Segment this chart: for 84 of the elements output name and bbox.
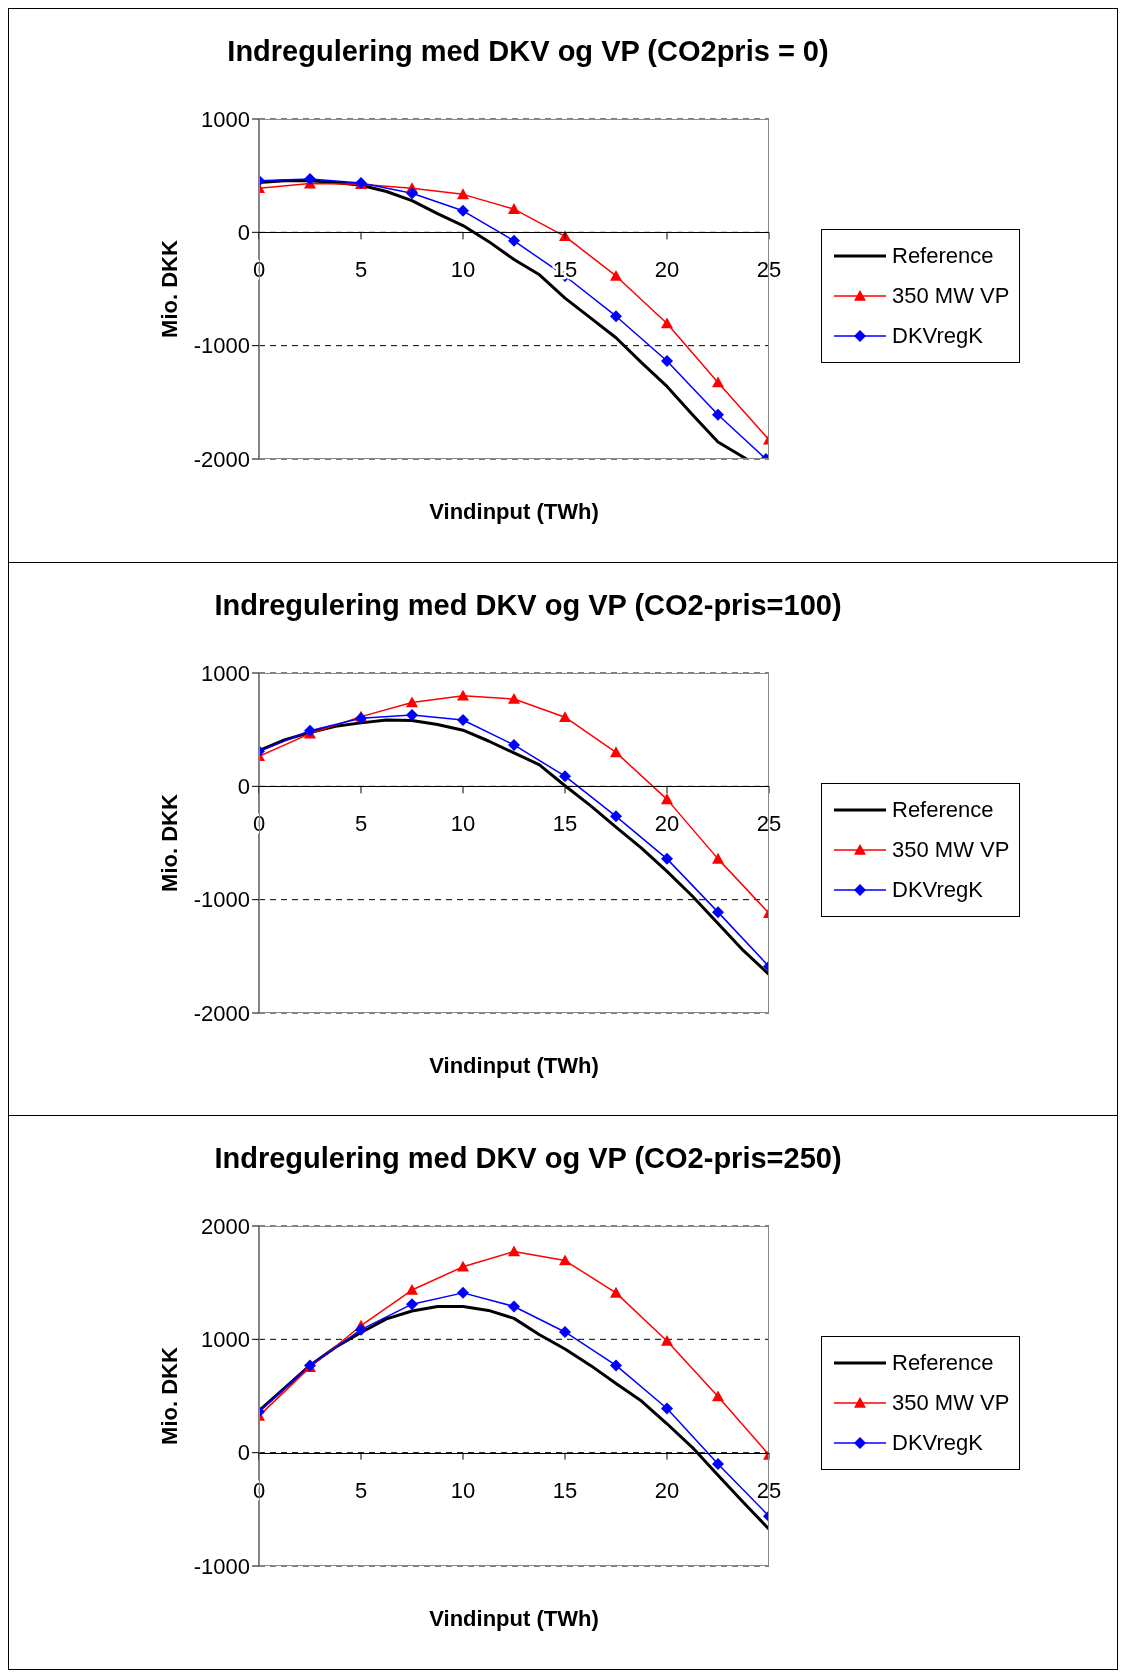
point	[661, 852, 673, 865]
point	[457, 188, 469, 200]
point	[559, 710, 571, 722]
point	[661, 317, 673, 329]
point	[610, 1286, 622, 1298]
point	[712, 376, 724, 388]
point	[559, 1254, 571, 1266]
point	[661, 792, 673, 804]
point	[610, 269, 622, 281]
legend-label: 350 MW VP	[892, 1389, 1010, 1417]
point	[508, 692, 520, 704]
point	[355, 1323, 367, 1336]
point	[712, 852, 724, 864]
y-tick-label: 1000	[201, 660, 250, 686]
point	[610, 310, 622, 323]
x-tick-label: 5	[354, 1477, 368, 1503]
x-tick-label: 15	[552, 1477, 578, 1503]
y-tick-label: 0	[237, 220, 250, 246]
y-tick-label: 0	[237, 773, 250, 799]
legend-label: Reference	[892, 1349, 994, 1377]
x-tick-label: 20	[654, 1477, 680, 1503]
x-axis-title: Vindinput (TWh)	[429, 1052, 599, 1078]
y-tick-label: 1000	[201, 1327, 250, 1353]
y-axis-title: Mio. DKK	[156, 1347, 182, 1445]
x-axis-title: Vindinput (TWh)	[429, 499, 599, 524]
point	[610, 1359, 622, 1372]
x-tick-label: 20	[654, 810, 680, 836]
x-tick-label: 10	[450, 257, 476, 283]
point	[508, 203, 520, 214]
point	[457, 204, 469, 217]
chart-title: Indregulering med DKV og VP (CO2-pris=100)	[213, 587, 843, 622]
point	[406, 1298, 418, 1311]
point	[712, 905, 724, 918]
y-tick-label: -1000	[193, 333, 250, 359]
y-tick-label: 2000	[201, 1213, 250, 1239]
point	[457, 1260, 469, 1272]
chart-title: Indregulering med DKV og VP (CO2pris = 0)	[226, 34, 830, 68]
x-tick-label: 5	[354, 257, 368, 283]
y-tick-label: -2000	[193, 1000, 250, 1026]
legend-label: DKVregK	[892, 322, 983, 350]
point	[406, 187, 418, 200]
point	[661, 354, 673, 367]
x-tick-label: 20	[654, 257, 680, 283]
legend-label: Reference	[892, 242, 994, 270]
point	[457, 1286, 469, 1299]
point	[610, 745, 622, 757]
y-tick-label: 0	[237, 1440, 250, 1466]
point	[712, 1458, 724, 1470]
y-axis-title: Mio. DKK	[156, 793, 182, 892]
legend-label: Reference	[892, 795, 994, 824]
point	[304, 173, 316, 186]
x-tick-label: 10	[450, 1477, 476, 1503]
legend-label: DKVregK	[892, 875, 983, 904]
legend-label: DKVregK	[892, 1429, 983, 1457]
point	[457, 713, 469, 726]
legend-label: 350 MW VP	[892, 282, 1010, 310]
y-tick-label: -1000	[193, 1553, 250, 1579]
y-tick-label: 1000	[201, 106, 250, 132]
point	[406, 1284, 418, 1295]
x-tick-label: 25	[756, 1477, 782, 1503]
point	[610, 809, 622, 822]
x-axis-title: Vindinput (TWh)	[429, 1606, 599, 1631]
point	[661, 1402, 673, 1415]
point	[661, 1335, 673, 1346]
x-tick-label: 10	[450, 810, 476, 836]
point	[508, 234, 520, 247]
y-tick-label: -1000	[193, 886, 250, 912]
point	[406, 708, 418, 721]
x-tick-label: 25	[756, 810, 782, 836]
point	[406, 695, 418, 707]
point	[508, 1245, 520, 1257]
point	[712, 1390, 724, 1402]
y-tick-label: -2000	[193, 446, 250, 472]
point	[559, 1325, 571, 1338]
x-tick-label: 15	[552, 810, 578, 836]
legend-label: 350 MW VP	[892, 835, 1010, 864]
x-tick-label: 5	[354, 810, 368, 836]
point	[508, 1300, 520, 1313]
y-axis-title: Mio. DKK	[156, 240, 182, 338]
x-tick-label: 25	[756, 257, 782, 283]
point	[712, 408, 724, 421]
point	[508, 738, 520, 751]
chart-title: Indregulering med DKV og VP (CO2-pris=250)	[213, 1141, 843, 1175]
point	[559, 769, 571, 782]
